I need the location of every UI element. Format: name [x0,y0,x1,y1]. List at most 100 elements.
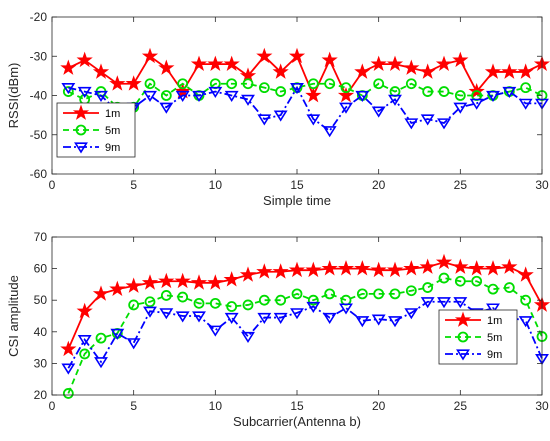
y-tick-label: 20 [34,388,48,402]
data-point [405,78,417,90]
data-point [468,260,485,276]
data-point [192,90,206,102]
data-point [224,90,239,102]
data-point [272,263,289,279]
data-point [373,288,385,300]
data-point [128,299,140,311]
data-point [126,338,141,350]
data-point [272,63,289,79]
series-line-9m [68,85,542,133]
data-point [388,94,402,106]
data-point [256,263,273,279]
data-point [273,312,288,325]
data-point [435,55,453,71]
series-line-9m [67,300,543,369]
data-point [223,271,240,287]
data-point [355,316,370,328]
data-point [307,78,319,90]
data-point [77,86,92,99]
data-point [339,303,353,315]
x-tick-label: 5 [130,399,137,413]
data-point [322,126,337,138]
data-point [109,75,126,91]
data-point [438,272,450,284]
y-axis-label: RSSI(dBm) [6,63,21,129]
data-point [208,325,223,337]
data-point [207,55,224,71]
legend-marker-5m [457,331,469,343]
data-point [125,75,142,91]
legend-label-9m: 9m [487,349,502,361]
x-tick-label: 10 [209,399,223,413]
data-point [79,348,91,360]
data-point [288,47,306,64]
data-point [257,114,272,126]
data-point [175,90,190,102]
x-axis-label: Simple time [263,193,331,208]
data-point [355,90,370,102]
data-point [175,311,190,323]
data-point [258,82,270,94]
data-point [60,340,77,357]
data-point [354,260,371,276]
data-point [484,260,502,276]
data-point [92,63,110,79]
data-point [386,55,404,71]
data-point [288,261,306,278]
data-point [76,302,93,319]
legend-label-1m: 1m [487,315,502,327]
data-point [257,312,272,325]
data-point [354,63,371,79]
legend-label-5m: 5m [105,125,120,137]
data-point [224,312,239,325]
data-point [452,51,469,68]
data-point [290,308,304,320]
data-point [306,301,321,313]
legend: 1m 5m 9m [438,309,518,365]
data-point [141,47,159,64]
data-point [517,63,534,79]
data-point [435,253,453,270]
x-axis-label: Subcarrier(Antenna b) [233,414,361,429]
data-point [160,90,172,101]
data-point [438,86,450,97]
data-point [389,288,401,300]
data-point [159,308,174,320]
data-point [454,90,466,101]
data-point [94,357,108,369]
series-line-5m [67,82,543,109]
data-point [503,282,515,293]
series-line-5m [67,277,543,394]
data-point [190,274,208,290]
data-point [160,290,172,301]
data-point [419,63,436,79]
data-point [437,297,451,309]
data-point [109,280,126,297]
data-point [454,275,466,287]
series-9m [61,83,549,138]
data-point [62,388,74,399]
data-point [307,294,319,306]
data-point [61,83,76,95]
y-tick-label: -20 [30,10,48,24]
data-point [356,288,368,300]
data-point [324,78,336,90]
data-point [305,86,322,103]
data-point [520,82,532,94]
data-point [275,86,287,97]
data-point [469,98,484,110]
data-point [306,114,321,126]
data-point [110,328,125,340]
data-point [404,308,419,320]
data-point [242,78,254,90]
data-point [92,285,110,301]
data-point [239,266,257,282]
data-point [95,332,107,344]
data-point [321,260,338,276]
data-point [370,261,387,278]
data-point [144,78,156,90]
data-point [305,261,322,278]
data-point [370,55,387,71]
x-tick-label: 0 [49,399,56,413]
data-point [241,94,255,106]
